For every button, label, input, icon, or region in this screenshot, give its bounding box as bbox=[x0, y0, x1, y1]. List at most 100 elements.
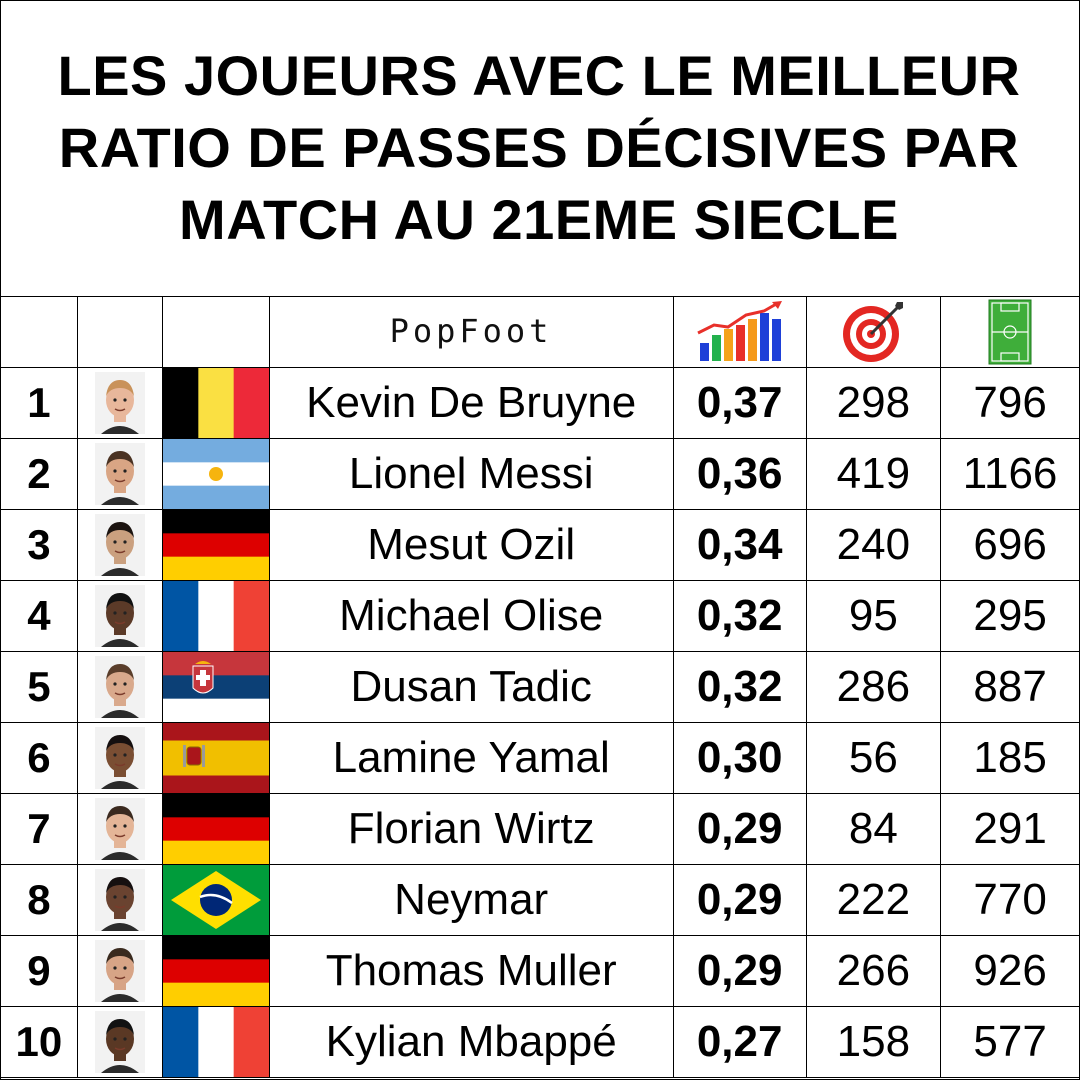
rank-number: 8 bbox=[27, 876, 51, 923]
ratio-cell: 0,30 bbox=[672, 722, 807, 794]
table-row: 3 Mesut Ozil 0,34 240 696 bbox=[0, 509, 1080, 581]
assist-ratio: 0,27 bbox=[696, 1017, 783, 1066]
player-name-cell: Kevin De Bruyne bbox=[268, 367, 674, 439]
flag-cell bbox=[161, 651, 270, 723]
header-flag-cell bbox=[161, 296, 270, 368]
serbia-flag-icon bbox=[163, 652, 269, 722]
assists-count: 222 bbox=[836, 875, 911, 924]
rank-cell: 4 bbox=[0, 580, 78, 652]
player-name: Kylian Mbappé bbox=[325, 1017, 617, 1066]
flag-cell bbox=[161, 367, 270, 439]
matches-count: 577 bbox=[973, 1017, 1047, 1066]
matches-count: 696 bbox=[973, 520, 1047, 569]
rank-cell: 6 bbox=[0, 722, 78, 794]
matches-cell: 696 bbox=[940, 509, 1080, 581]
football-pitch-icon bbox=[988, 299, 1032, 365]
player-name-cell: Florian Wirtz bbox=[268, 793, 674, 865]
rank-cell: 2 bbox=[0, 438, 78, 510]
player-name: Thomas Muller bbox=[325, 946, 617, 995]
table-row: 10 Kylian Mbappé 0,27 158 577 bbox=[0, 1006, 1080, 1078]
flag-cell bbox=[161, 509, 270, 581]
player-name-cell: Lionel Messi bbox=[268, 438, 674, 510]
player-name: Dusan Tadic bbox=[350, 662, 592, 711]
ranking-table: PopFoot bbox=[0, 296, 1080, 1078]
photo-cell bbox=[76, 864, 163, 936]
player-photo bbox=[94, 727, 145, 789]
matches-cell: 770 bbox=[940, 864, 1080, 936]
assist-ratio: 0,29 bbox=[696, 946, 783, 995]
assist-ratio: 0,36 bbox=[696, 449, 783, 498]
header-brand-cell: PopFoot bbox=[268, 296, 674, 368]
assists-count: 286 bbox=[836, 662, 911, 711]
player-photo bbox=[94, 940, 145, 1002]
photo-cell bbox=[76, 935, 163, 1007]
rank-cell: 5 bbox=[0, 651, 78, 723]
flag-cell bbox=[161, 438, 270, 510]
table-row: 9 Thomas Muller 0,29 266 926 bbox=[0, 935, 1080, 1007]
assists-count: 158 bbox=[836, 1017, 911, 1066]
player-photo bbox=[94, 656, 145, 718]
player-photo bbox=[94, 1011, 145, 1073]
ratio-cell: 0,29 bbox=[672, 793, 807, 865]
flag-cell bbox=[161, 722, 270, 794]
ratio-cell: 0,32 bbox=[672, 651, 807, 723]
matches-cell: 185 bbox=[940, 722, 1080, 794]
germany-flag-icon bbox=[163, 510, 269, 580]
target-icon bbox=[843, 302, 904, 362]
ratio-cell: 0,34 bbox=[672, 509, 807, 581]
rank-number: 6 bbox=[27, 734, 51, 781]
france-flag-icon bbox=[163, 1007, 269, 1077]
matches-count: 185 bbox=[973, 733, 1047, 782]
player-photo bbox=[94, 372, 145, 434]
photo-cell bbox=[76, 438, 163, 510]
matches-cell: 577 bbox=[940, 1006, 1080, 1078]
assists-cell: 240 bbox=[805, 509, 942, 581]
rank-number: 4 bbox=[27, 592, 51, 639]
table-row: 5 Dusan Tadic 0,32 286 887 bbox=[0, 651, 1080, 723]
photo-cell bbox=[76, 367, 163, 439]
rank-cell: 1 bbox=[0, 367, 78, 439]
player-name-cell: Kylian Mbappé bbox=[268, 1006, 674, 1078]
spain-flag-icon bbox=[163, 723, 269, 793]
header-row: PopFoot bbox=[0, 296, 1080, 368]
page-title: LES JOUEURS AVEC LE MEILLEUR RATIO DE PA… bbox=[57, 44, 1021, 251]
header-matches-cell bbox=[940, 296, 1080, 368]
rank-number: 5 bbox=[27, 663, 51, 710]
assists-cell: 95 bbox=[805, 580, 942, 652]
flag-cell bbox=[161, 1006, 270, 1078]
assist-ratio: 0,32 bbox=[696, 662, 783, 711]
assists-count: 240 bbox=[836, 520, 911, 569]
matches-cell: 887 bbox=[940, 651, 1080, 723]
player-photo bbox=[94, 443, 145, 505]
player-name-cell: Thomas Muller bbox=[268, 935, 674, 1007]
rank-number: 9 bbox=[27, 947, 51, 994]
header-photo-cell bbox=[76, 296, 163, 368]
table-row: 4 Michael Olise 0,32 95 295 bbox=[0, 580, 1080, 652]
assist-ratio: 0,29 bbox=[696, 875, 783, 924]
ratio-cell: 0,36 bbox=[672, 438, 807, 510]
rank-cell: 10 bbox=[0, 1006, 78, 1078]
table-row: 1 Kevin De Bruyne 0,37 298 796 bbox=[0, 367, 1080, 439]
player-name: Florian Wirtz bbox=[347, 804, 595, 853]
photo-cell bbox=[76, 722, 163, 794]
title-panel: LES JOUEURS AVEC LE MEILLEUR RATIO DE PA… bbox=[0, 0, 1078, 297]
rank-number: 1 bbox=[27, 379, 51, 426]
ratio-cell: 0,29 bbox=[672, 935, 807, 1007]
header-assists-cell bbox=[805, 296, 942, 368]
table-row: 2 Lionel Messi 0,36 419 1166 bbox=[0, 438, 1080, 510]
assists-cell: 222 bbox=[805, 864, 942, 936]
assists-cell: 286 bbox=[805, 651, 942, 723]
assists-cell: 56 bbox=[805, 722, 942, 794]
ratio-cell: 0,27 bbox=[672, 1006, 807, 1078]
assists-count: 84 bbox=[848, 804, 898, 853]
matches-cell: 295 bbox=[940, 580, 1080, 652]
brazil-flag-icon bbox=[163, 865, 269, 935]
growth-chart-icon bbox=[696, 301, 782, 361]
rank-cell: 9 bbox=[0, 935, 78, 1007]
flag-cell bbox=[161, 935, 270, 1007]
assists-count: 419 bbox=[836, 449, 911, 498]
matches-cell: 291 bbox=[940, 793, 1080, 865]
assists-count: 95 bbox=[848, 591, 898, 640]
photo-cell bbox=[76, 1006, 163, 1078]
france-flag-icon bbox=[163, 581, 269, 651]
